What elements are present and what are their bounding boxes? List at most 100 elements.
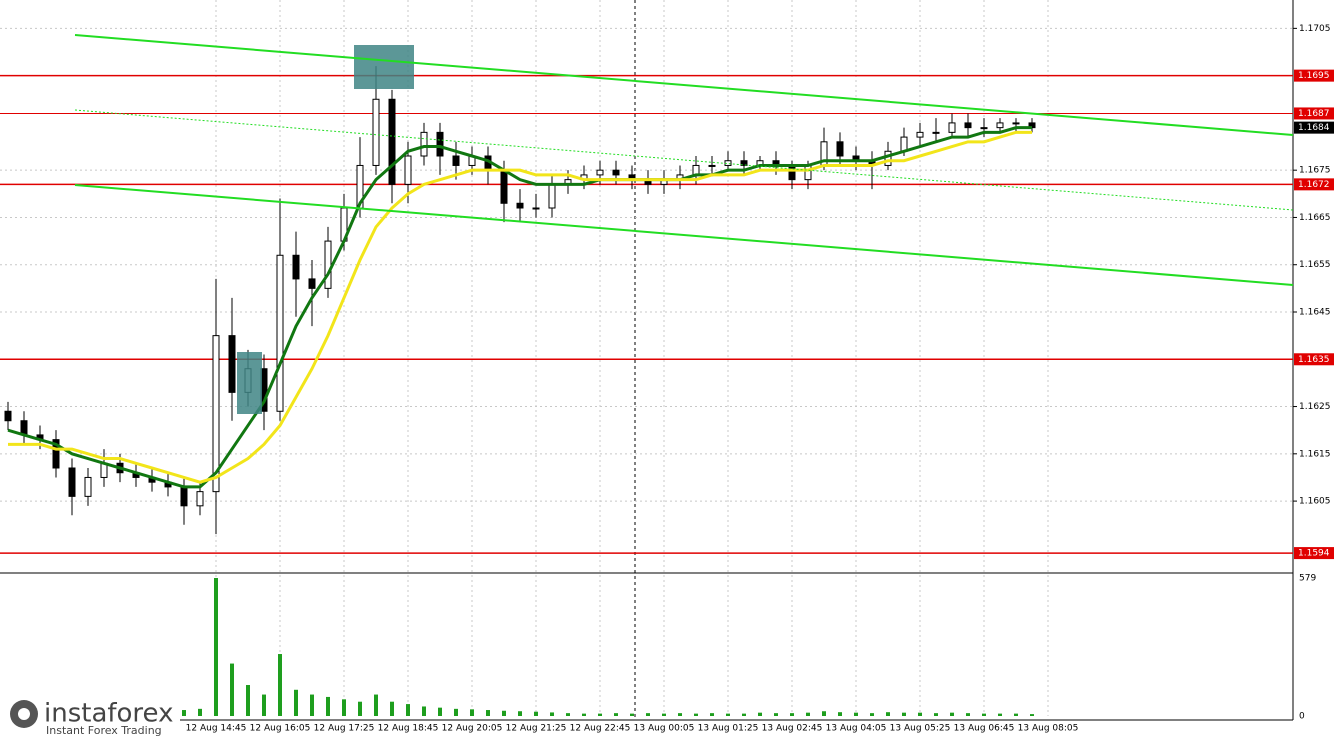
- volume-bar: [774, 713, 778, 716]
- volume-bar: [870, 713, 874, 716]
- candle-body: [980, 127, 988, 130]
- candle-body: [884, 150, 892, 166]
- trend-line: [74, 34, 1294, 136]
- level-label-box: [1294, 178, 1334, 191]
- candle-body: [948, 122, 956, 133]
- trend-line: [74, 184, 1294, 286]
- volume-bar: [614, 713, 618, 716]
- volume-bar: [518, 711, 522, 716]
- candle-body: [1012, 122, 1020, 125]
- level-label-box: [1294, 107, 1334, 120]
- moving-average: [8, 130, 1032, 484]
- volume-bar: [758, 712, 762, 716]
- level-label: 1.1695: [1298, 71, 1330, 81]
- volume-bar: [630, 713, 634, 716]
- volume-bar: [902, 712, 906, 716]
- volume-bar: [934, 713, 938, 716]
- candle-body: [452, 155, 460, 166]
- volume-bar: [486, 710, 490, 716]
- volume-bar: [662, 713, 666, 716]
- current-price-box: [1294, 121, 1334, 134]
- candle-body: [324, 240, 332, 289]
- level-label: 1.1672: [1298, 180, 1330, 190]
- x-tick-label: 12 Aug 17:25: [314, 724, 375, 734]
- candle-body: [388, 98, 396, 185]
- volume-bar: [438, 707, 442, 716]
- volume-bar: [502, 710, 506, 716]
- x-tick-label: 13 Aug 05:25: [890, 724, 951, 734]
- candle-body: [596, 169, 604, 176]
- volume-bar: [694, 713, 698, 716]
- candle-body: [788, 164, 796, 181]
- level-label: 1.1635: [1298, 355, 1330, 365]
- volume-bar: [678, 713, 682, 716]
- volume-bar: [1030, 714, 1034, 716]
- volume-bar: [982, 713, 986, 716]
- candle-body: [436, 131, 444, 157]
- volume-bar: [950, 712, 954, 716]
- volume-bar: [342, 699, 346, 716]
- x-tick-label: 13 Aug 04:05: [826, 724, 887, 734]
- candle-body: [180, 486, 188, 507]
- candle-body: [500, 169, 508, 204]
- x-tick-label: 12 Aug 22:45: [570, 724, 631, 734]
- zone-box: [354, 45, 414, 89]
- zone-box: [237, 352, 262, 414]
- volume-bar: [262, 694, 266, 716]
- y-tick-label: 1.1655: [1299, 260, 1331, 270]
- level-label-box: [1294, 69, 1334, 82]
- logo: instaforex Instant Forex Trading: [0, 692, 180, 739]
- level-label: 1.1594: [1298, 549, 1330, 559]
- candle-body: [532, 207, 540, 210]
- volume-bar: [806, 712, 810, 716]
- volume-bar: [854, 712, 858, 716]
- volume-bar: [742, 713, 746, 716]
- volume-bar: [326, 696, 330, 716]
- candle-body: [996, 122, 1004, 129]
- y-tick-label: 1.1605: [1299, 497, 1331, 507]
- candle-body: [548, 183, 556, 209]
- volume-bar: [566, 713, 570, 716]
- x-tick-label: 12 Aug 14:45: [186, 724, 247, 734]
- y-tick-label: 1.1625: [1299, 402, 1331, 412]
- y-tick-label: 1.1675: [1299, 166, 1331, 176]
- candle-body: [84, 476, 92, 497]
- y-tick-label: 1.1665: [1299, 213, 1331, 223]
- volume-bar: [838, 712, 842, 716]
- x-tick-label: 12 Aug 16:05: [250, 724, 311, 734]
- volume-bar: [406, 704, 410, 716]
- volume-bar: [374, 694, 378, 716]
- y-tick-label: 1.1645: [1299, 308, 1331, 318]
- candle-body: [212, 335, 220, 493]
- candle-body: [916, 131, 924, 138]
- candle-body: [932, 131, 940, 134]
- candle-body: [836, 141, 844, 157]
- tagline: Instant Forex Trading: [46, 724, 162, 737]
- volume-bar: [550, 712, 554, 716]
- candle-body: [516, 202, 524, 209]
- volume-bar: [390, 701, 394, 716]
- volume-bar: [230, 663, 234, 716]
- volume-bar: [710, 713, 714, 716]
- volume-bar: [646, 713, 650, 716]
- candle-body: [804, 164, 812, 181]
- volume-bar: [278, 654, 282, 716]
- candle-body: [372, 98, 380, 166]
- volume-bar: [246, 685, 250, 716]
- volume-bar: [598, 713, 602, 716]
- volume-bar: [998, 713, 1002, 716]
- candle-body: [276, 254, 284, 412]
- brand: instaforex: [44, 699, 173, 729]
- x-tick-label: 13 Aug 02:45: [762, 724, 823, 734]
- y-tick-label: 1.1615: [1299, 449, 1331, 459]
- volume-bar: [886, 712, 890, 716]
- candle-body: [964, 122, 972, 129]
- volume-bar: [966, 713, 970, 716]
- level-label-box: [1294, 547, 1334, 560]
- x-tick-label: 13 Aug 06:45: [954, 724, 1015, 734]
- candle-body: [4, 410, 12, 422]
- volume-tick-label: 0: [1299, 712, 1305, 722]
